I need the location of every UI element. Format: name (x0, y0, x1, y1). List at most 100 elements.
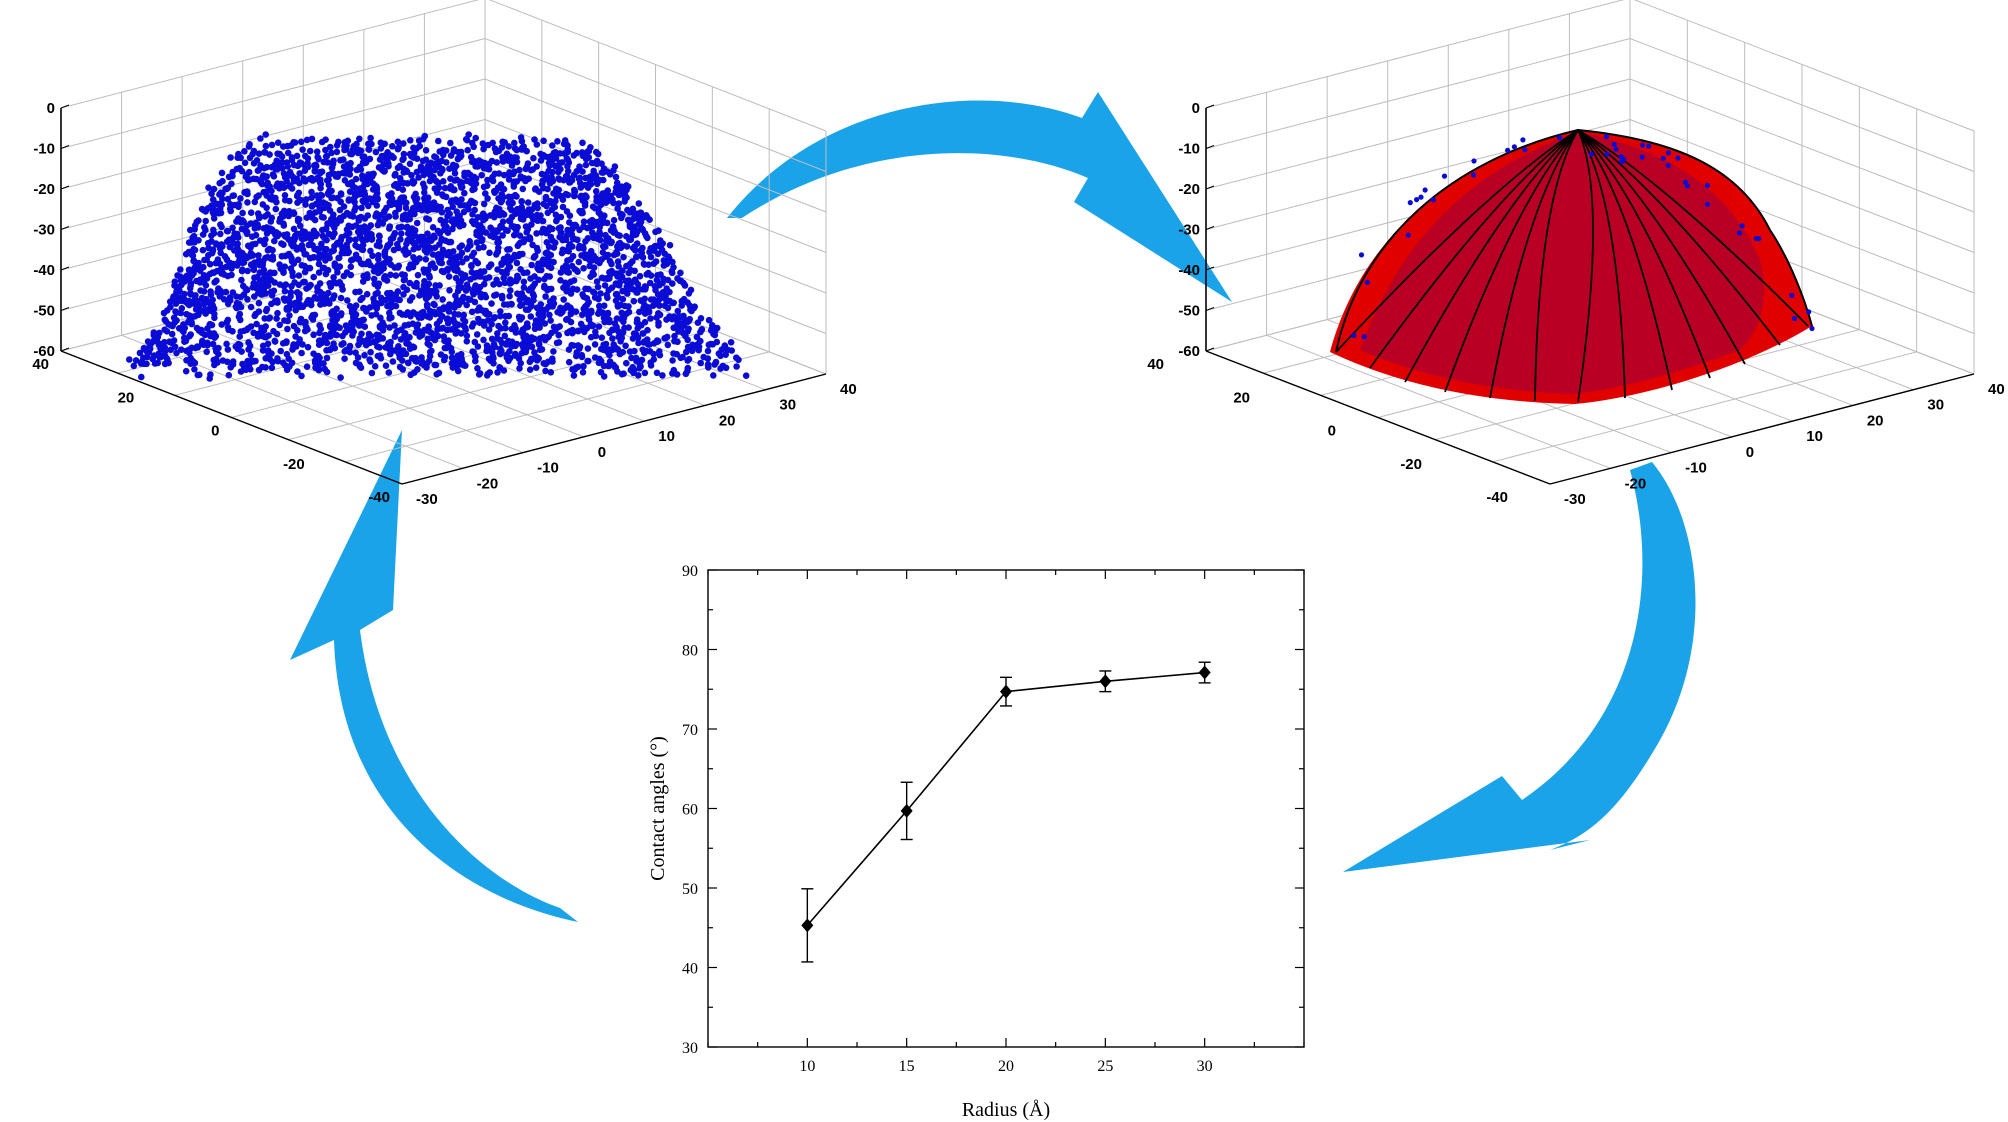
y-tick-label: 0 (211, 423, 219, 440)
point (1407, 200, 1413, 206)
x-tick-label: 10 (1806, 428, 1823, 445)
x-tick-label: 10 (799, 1058, 815, 1075)
meridian-line (1577, 129, 1711, 379)
grid-line (1205, 347, 1215, 352)
z-tick-label: -50 (33, 303, 55, 320)
data-point (1198, 665, 1211, 680)
x-tick-label: 0 (598, 444, 606, 461)
meridian-line (1534, 129, 1579, 402)
point (1639, 154, 1645, 160)
point (1358, 252, 1365, 258)
x-tick-label: 10 (658, 428, 675, 445)
point (1505, 147, 1511, 153)
x-tick-label: 30 (1927, 397, 1944, 414)
grid-line (1205, 38, 1631, 149)
x-tick-label: 20 (1867, 412, 1884, 429)
point (1511, 144, 1517, 150)
z-tick-label: -30 (33, 222, 55, 239)
point (1364, 279, 1370, 285)
x-tick-label: -30 (1564, 491, 1586, 508)
meridian-line (1577, 129, 1809, 327)
x-tick-label: -30 (416, 491, 438, 508)
grid-line (1205, 145, 1215, 149)
y-tick-label: 60 (682, 802, 698, 819)
point (1414, 197, 1420, 203)
point (1739, 223, 1745, 229)
x-tick-label: 40 (1988, 381, 2005, 398)
x-tick-label: -10 (537, 460, 559, 477)
grid-line (1205, 0, 1625, 109)
grid-line (1205, 78, 1631, 190)
arrow-top (727, 92, 1232, 302)
z-tick-label: -50 (1178, 303, 1200, 320)
grid-line (1205, 307, 1215, 311)
grid-line (1492, 351, 1917, 463)
z-tick-label: -20 (33, 181, 55, 198)
series-line (806, 671, 1205, 926)
x-tick-label: 30 (779, 397, 796, 414)
y-tick-label: 20 (1233, 389, 1250, 406)
point (1613, 146, 1619, 152)
y-axis-label: Contact angles (°) (647, 736, 669, 881)
x-tick-label: -20 (1625, 475, 1647, 492)
grid-line (1266, 334, 1611, 469)
meridian-line (1577, 129, 1781, 346)
x-tick-label: -10 (1685, 460, 1707, 477)
arrow-right (1343, 462, 1696, 872)
meridian-line (1577, 129, 1626, 399)
point (1736, 230, 1743, 236)
x-axis-label: Radius (Å) (962, 1099, 1050, 1121)
y-tick-label: -40 (1486, 489, 1508, 506)
x-tick-label: 40 (840, 381, 857, 398)
point (1789, 292, 1795, 298)
point (1665, 162, 1671, 168)
x-tick-label: -20 (477, 475, 499, 492)
point-cloud (126, 131, 750, 382)
point (1639, 142, 1646, 148)
x-tick-label: 20 (719, 412, 736, 429)
point (1603, 134, 1610, 140)
cap-outline (1335, 128, 1813, 353)
point (1809, 325, 1815, 332)
z-tick-label: 0 (1192, 100, 1200, 117)
meridian-line (1577, 129, 1746, 365)
point (1556, 135, 1563, 141)
y-tick-label: 50 (682, 881, 698, 898)
grid-line (1549, 373, 1975, 485)
x-tick-label: 15 (899, 1058, 915, 1075)
point (1418, 194, 1424, 200)
contact-angle-chart: Radius (Å) Contact angles (°) 10 15 20 25 30… (647, 563, 1305, 1121)
grid-line (60, 145, 70, 149)
y-tick-label: 40 (682, 961, 698, 978)
z-tick-label: -40 (1178, 262, 1200, 279)
z-tick-label: -30 (1178, 222, 1200, 239)
point (1405, 232, 1411, 238)
point (1441, 173, 1448, 179)
y-tick-label: 40 (32, 356, 49, 373)
grid-line (1205, 266, 1215, 271)
z-tick-label: -10 (33, 141, 55, 158)
grid-line (60, 350, 403, 485)
z-tick-label: -20 (1178, 181, 1200, 198)
grid-line (345, 351, 770, 463)
point (1430, 197, 1436, 203)
meridian-line (1369, 129, 1579, 369)
point (1675, 155, 1681, 161)
grid-line (60, 78, 486, 190)
y-tick-label: -20 (283, 456, 305, 473)
point (1683, 179, 1689, 185)
point (1361, 334, 1367, 340)
grid-line (1205, 350, 1551, 485)
grid-line (60, 0, 480, 109)
grid-line (60, 104, 70, 109)
z-tick-label: 0 (47, 100, 55, 117)
meridian-line (1577, 129, 1673, 391)
y-tick-label: 0 (1328, 423, 1336, 440)
grid-line (181, 319, 524, 454)
grid-line (1205, 185, 1215, 190)
meridian-line (1577, 129, 1594, 403)
grid-line (1205, 104, 1215, 109)
y-tick-label: 70 (682, 722, 698, 739)
point (1471, 158, 1477, 164)
